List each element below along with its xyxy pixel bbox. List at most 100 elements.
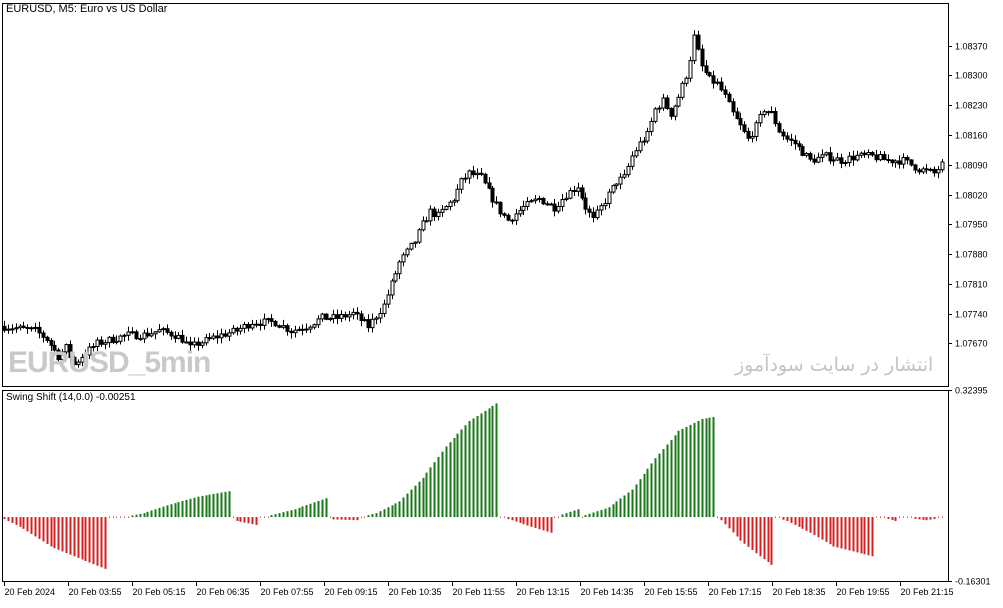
candle-body: [758, 114, 763, 124]
candle-body: [33, 326, 38, 329]
candle-body: [560, 199, 565, 208]
candle-body: [851, 155, 856, 161]
candle-body: [215, 335, 220, 339]
candle-body: [250, 323, 255, 329]
candle-body: [502, 213, 507, 216]
candle-body: [359, 313, 364, 322]
candle-body: [285, 325, 290, 332]
candle-body: [719, 81, 724, 91]
candle-body: [901, 156, 906, 165]
candle-body: [735, 111, 740, 120]
candle-body: [14, 327, 19, 330]
candle-body: [831, 159, 836, 162]
candle-body: [64, 344, 69, 353]
candle-body: [607, 191, 612, 204]
candle-body: [800, 146, 805, 156]
candle-body: [773, 110, 778, 125]
indicator-panel-frame: [2, 390, 949, 582]
candle-body: [804, 153, 809, 156]
candle-body: [277, 325, 282, 328]
candle-body: [293, 329, 298, 334]
candle-body: [692, 34, 697, 62]
candle-body: [828, 152, 833, 162]
candle-body: [886, 159, 891, 162]
candle-body: [417, 229, 422, 243]
candle-body: [781, 131, 786, 137]
candle-body: [525, 201, 530, 207]
candle-body: [917, 169, 922, 173]
candle-body: [448, 201, 453, 208]
candle-body: [324, 313, 329, 320]
candle-body: [638, 141, 643, 152]
candle-body: [684, 77, 689, 84]
candle-body: [704, 65, 709, 74]
candle-body: [169, 331, 174, 337]
candle-body: [362, 319, 367, 322]
candle-body: [386, 294, 391, 305]
candle-body: [909, 159, 914, 166]
time-axis-tick-label: 20 Feb 09:15: [325, 587, 378, 597]
candle-body: [80, 356, 85, 363]
time-axis-tick-label: 20 Feb 17:15: [709, 587, 762, 597]
candle-body: [393, 273, 398, 282]
time-axis-tick-label: 20 Feb 14:35: [581, 587, 634, 597]
candle-body: [820, 154, 825, 158]
candle-body: [808, 153, 813, 160]
candle-body: [731, 101, 736, 113]
candle-body: [366, 319, 371, 329]
price-axis-tick-label: 1.07740: [955, 310, 988, 320]
candle-body: [723, 89, 728, 95]
time-axis-tick-label: 20 Feb 10:35: [389, 587, 442, 597]
candle-body: [130, 331, 135, 334]
candle-body: [184, 341, 189, 344]
time-axis-tick-label: 20 Feb 06:35: [197, 587, 250, 597]
candle-body: [839, 157, 844, 164]
candle-body: [816, 156, 821, 163]
candle-body: [893, 160, 898, 164]
candle-body: [533, 198, 538, 202]
candle-body: [436, 211, 441, 217]
price-axis-tick-label: 1.08300: [955, 71, 988, 81]
candle-body: [754, 122, 759, 137]
candle-body: [347, 314, 352, 318]
candle-body: [211, 335, 216, 339]
candle-body: [103, 342, 108, 345]
candle-body: [192, 341, 197, 346]
candle-body: [862, 152, 867, 156]
candle-body: [238, 327, 243, 332]
price-axis-tick-label: 1.08020: [955, 191, 988, 201]
candle-body: [41, 332, 46, 338]
time-axis-tick-label: 20 Feb 18:35: [773, 587, 826, 597]
candle-body: [669, 107, 674, 117]
candle-body: [413, 241, 418, 244]
candle-body: [921, 168, 926, 173]
candle-body: [207, 337, 212, 340]
candle-body: [793, 139, 798, 145]
candle-body: [595, 209, 600, 219]
candle-body: [68, 344, 73, 358]
time-axis-tick-label: 20 Feb 21:15: [901, 587, 954, 597]
candle-body: [603, 202, 608, 207]
candle-body: [10, 328, 15, 331]
candle-body: [254, 323, 259, 326]
candle-body: [273, 320, 278, 327]
time-axis-tick-label: 20 Feb 03:55: [69, 587, 122, 597]
candle-body: [432, 208, 437, 217]
candle-body: [688, 60, 693, 79]
time-axis-tick-label: 20 Feb 15:55: [645, 587, 698, 597]
candle-body: [587, 208, 592, 213]
candle-body: [913, 164, 918, 171]
candle-body: [2, 325, 7, 331]
candle-body: [316, 318, 321, 326]
candle-body: [700, 48, 705, 67]
candle-body: [25, 326, 30, 329]
candle-body: [320, 313, 325, 320]
candle-body: [459, 178, 464, 190]
candle-body: [424, 220, 429, 223]
candle-body: [378, 312, 383, 319]
candle-body: [258, 323, 263, 326]
candle-body: [308, 326, 313, 330]
candle-body: [874, 154, 879, 161]
